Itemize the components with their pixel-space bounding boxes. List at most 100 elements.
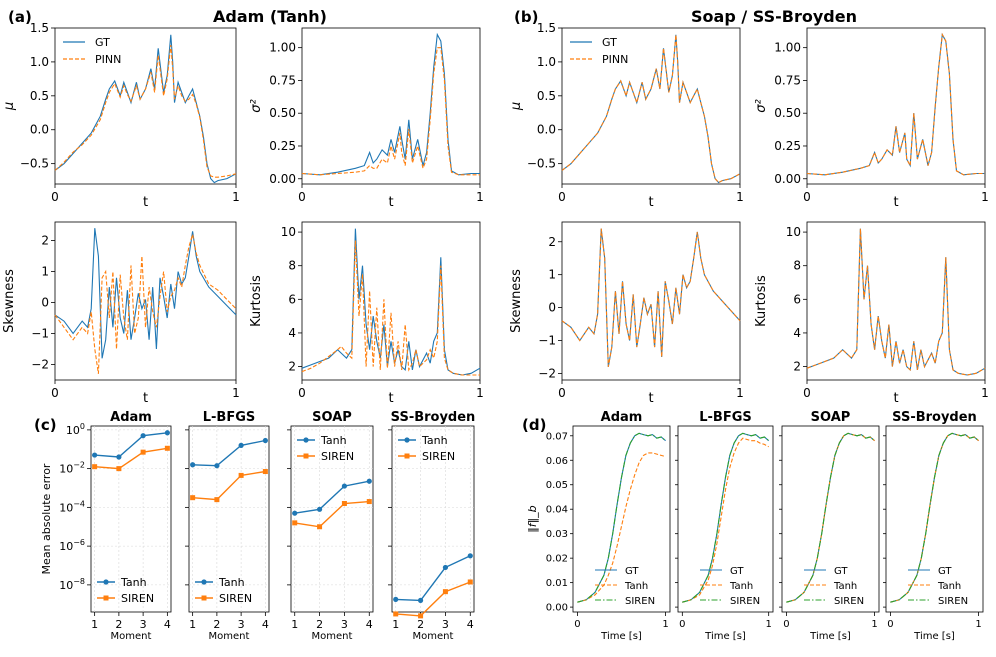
panel-c-sub3-series-siren — [395, 581, 471, 617]
panel-c-sub1-marker-siren-1 — [214, 497, 220, 503]
panel-c-sub2-legend-marker-siren — [303, 453, 309, 459]
panel-c-sub2-xtick-label: 2 — [316, 618, 323, 631]
panel-c-sub0-marker-tanh-2 — [140, 433, 146, 439]
panel-a-sub0-ytick-label: 1.5 — [30, 21, 49, 35]
panel-c-sub1-marker-tanh-0 — [190, 462, 196, 468]
panel-b-sub0-legend-label-pinn: PINN — [602, 53, 628, 66]
panel-c-sub3-marker-siren-3 — [467, 579, 473, 585]
panel-d-sub3-series-siren — [890, 432, 979, 603]
panel-b-sub3-frame — [806, 221, 986, 381]
panel-c-sub2-marker-tanh-1 — [316, 506, 323, 512]
panel-a-sub0-legend-label-gt: GT — [95, 36, 110, 49]
panel-d-sub0-ytick-label: 0.03 — [546, 529, 568, 540]
panel-c-sub3-title: SS-Broyden — [391, 410, 476, 425]
panel-a-sub0-xtick-label: 0 — [51, 190, 59, 204]
panel-a-sub2-ytick-label: −2 — [31, 358, 49, 372]
panel-c-sub1-xtick-label: 3 — [238, 618, 245, 631]
panel-d-sub1-frame — [677, 425, 774, 613]
panel-c-sub0-ytick-label: 10−2 — [59, 461, 85, 476]
panel-a-sub1-xtick-label: 1 — [476, 190, 484, 204]
panel-a-sub2-ytick-label: 2 — [41, 234, 49, 248]
panel-a-sub0-legend-label-pinn: PINN — [95, 53, 121, 66]
panel-c-sub3-xlabel: Moment — [413, 631, 454, 642]
panel-a-sub1-ylabel: σ² — [249, 99, 264, 112]
panel-c-sub1-series-tanh — [192, 439, 266, 467]
panel-c-sub0-frame — [90, 425, 172, 613]
panel-c-sub0-marker-siren-0 — [92, 464, 98, 470]
panel-c-sub2-legend-label-siren: SIREN — [321, 450, 354, 463]
panel-d-sub1-series-tanh — [682, 437, 769, 603]
panel-c-sub2-xtick-label: 3 — [341, 618, 348, 631]
panel-c-sub2-marker-siren-3 — [366, 499, 372, 505]
panel-d-sub2-series-siren — [786, 432, 875, 603]
panel-c-sub0-xlabel: Moment — [111, 631, 152, 642]
panel-a-sub3-ytick-label: 8 — [288, 259, 296, 273]
panel-c-sub1-xtick-label: 2 — [213, 618, 220, 631]
panel-b-sub2-frame — [561, 221, 741, 381]
panel-d-sub2-xtick-label: 0 — [783, 619, 789, 630]
panel-d-sub1-legend-label-tanh: Tanh — [729, 581, 753, 592]
panel-b-sub1-xtick-label: 0 — [803, 190, 811, 204]
panel-b-sub1-xlabel: t — [893, 195, 898, 210]
panel-a-sub2-ytick-label: −1 — [31, 327, 49, 341]
panel-c-sub0-marker-tanh-1 — [116, 454, 122, 460]
panel-c-sub3-series-tanh — [395, 555, 471, 602]
panel-d-sub0-ytick-label: 0.01 — [546, 578, 568, 589]
panel-d-ylabel: ‖f‖_b — [526, 505, 539, 532]
panel-d-sub1-series-siren — [682, 432, 770, 603]
panel-b-sub0-ytick-label: 0.0 — [537, 123, 556, 137]
panel-d-sub1-legend-label-gt: GT — [730, 566, 744, 577]
panel-b-sub1-ytick-label: 1.00 — [774, 41, 801, 55]
panel-a-sub2-ylabel: Skewness — [2, 269, 17, 333]
panel-b-sub3-ytick-label: 8 — [793, 259, 801, 273]
panel-c-sub0-series-siren — [94, 447, 168, 470]
panel-b-sub2-xlabel: t — [648, 391, 653, 406]
panel-d-sub0-ytick-label: 0.04 — [546, 505, 568, 516]
panel-c-sub3-marker-tanh-0 — [393, 596, 399, 603]
panel-c-sub1-marker-siren-3 — [262, 469, 268, 475]
panel-d-sub0-xlabel: Time [s] — [600, 631, 642, 642]
panel-c-sub0-ytick-label: 100 — [66, 422, 85, 437]
title-panel-a: Adam (Tanh) — [213, 7, 327, 26]
panel-b-sub3-xtick-label: 0 — [803, 386, 811, 400]
panel-c-sub3-marker-tanh-3 — [467, 553, 473, 559]
panel-c-sub3-legend-marker-tanh — [404, 437, 410, 443]
panel-d-sub2-legend-label-siren: SIREN — [834, 596, 864, 607]
panel-d-sub2-series-tanh — [786, 432, 875, 603]
panel-b-sub2-ytick-label: −2 — [538, 366, 556, 380]
panel-c-sub2-marker-siren-0 — [292, 520, 298, 526]
panel-b-sub0-frame — [561, 27, 741, 185]
panel-a-sub1-series-gt — [301, 32, 480, 176]
panel-a-sub2-frame — [54, 221, 237, 381]
panel-d-sub3-title: SS-Broyden — [892, 410, 977, 425]
panel-b-sub1-xtick-label: 1 — [981, 190, 989, 204]
panel-b-sub3-ytick-label: 10 — [786, 225, 801, 239]
panel-c-sub1-series-siren — [192, 470, 266, 501]
panel-c-sub2-legend-label-tanh: Tanh — [320, 434, 347, 447]
panel-a-sub1-xtick-label: 0 — [298, 190, 306, 204]
panel-c-sub3-marker-tanh-2 — [442, 564, 449, 571]
panel-c-sub2-marker-tanh-0 — [292, 510, 298, 516]
panel-a-sub3-ytick-label: 4 — [288, 326, 296, 340]
panel-d-sub1-xtick-label: 0 — [679, 619, 685, 630]
panel-d-sub2-legend-label-gt: GT — [834, 566, 848, 577]
panel-b-sub2-ytick-label: 1 — [548, 268, 556, 282]
panel-c-sub0-legend-label-siren: SIREN — [121, 592, 154, 605]
panel-a-sub1-ytick-label: 1.00 — [269, 41, 296, 55]
panel-a-sub3-xlabel: t — [388, 391, 393, 406]
panel-b-sub0-series-pinn — [561, 34, 741, 184]
panel-label-c: (c) — [34, 416, 57, 434]
panel-d-sub3-legend-label-tanh: Tanh — [937, 581, 961, 592]
panel-a-sub2-xlabel: t — [143, 391, 148, 406]
panel-b-sub1-series-gt — [806, 32, 985, 176]
panel-d-sub0-series-siren — [577, 432, 666, 603]
panel-b-sub1-series-pinn — [806, 32, 985, 176]
panel-d-sub2-frame — [781, 425, 880, 613]
panel-label-d: (d) — [522, 416, 546, 434]
panel-b-sub2-series-gt — [561, 228, 741, 367]
panel-a-sub3-ytick-label: 6 — [288, 292, 296, 306]
panel-a-sub3-frame — [301, 221, 481, 381]
panel-c-sub2-series-tanh — [294, 480, 370, 514]
panel-c-sub1-xtick-label: 1 — [189, 618, 196, 631]
panel-b-sub3-ytick-label: 4 — [793, 326, 801, 340]
